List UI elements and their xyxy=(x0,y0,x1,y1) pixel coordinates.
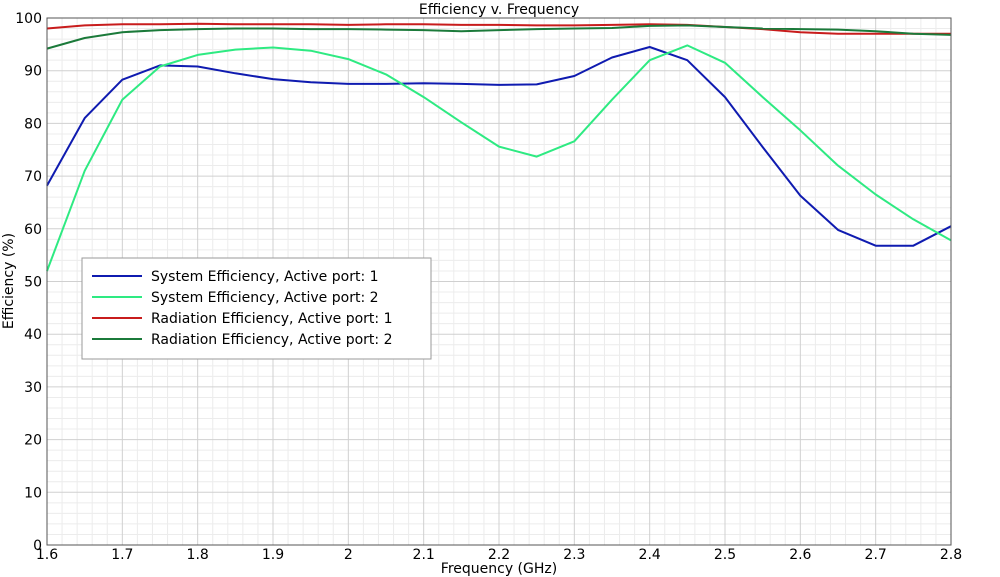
x-tick-label: 2.6 xyxy=(789,547,811,563)
series-layer xyxy=(46,22,952,272)
legend-label-2: System Efficiency, Active port: 2 xyxy=(151,290,379,306)
legend-label-3: Radiation Efficiency, Active port: 1 xyxy=(151,311,393,327)
y-tick-label: 60 xyxy=(24,222,42,238)
legend-label-4: Radiation Efficiency, Active port: 2 xyxy=(151,332,393,348)
plot-frame xyxy=(46,17,952,546)
x-axis-title: Frequency (GHz) xyxy=(441,561,557,577)
y-tick-label: 30 xyxy=(24,380,42,396)
x-tick-label: 2.3 xyxy=(563,547,585,563)
x-tick-label: 1.8 xyxy=(187,547,209,563)
legend-box xyxy=(81,257,432,360)
chart-title: Efficiency v. Frequency xyxy=(419,2,579,18)
x-tick-label: 2 xyxy=(344,547,353,563)
y-tick-label: 70 xyxy=(24,169,42,185)
x-tick-label: 2.5 xyxy=(714,547,736,563)
y-tick-label: 40 xyxy=(24,327,42,343)
y-tick-label: 50 xyxy=(24,275,42,291)
x-axis-ticks: 1.6 1.7 1.8 1.9 2 2.1 2.2 2.3 2.4 2.5 2.6 2.7 2.8 xyxy=(36,547,962,563)
x-tick-label: 1.6 xyxy=(36,547,58,563)
x-tick-label: 2.1 xyxy=(413,547,435,563)
x-tick-label: 2.8 xyxy=(940,547,962,563)
y-tick-label: 20 xyxy=(24,433,42,449)
y-tick-label: 100 xyxy=(15,11,42,27)
x-tick-label: 2.4 xyxy=(639,547,661,563)
x-tick-label: 2.2 xyxy=(488,547,510,563)
y-tick-label: 10 xyxy=(24,485,42,501)
y-tick-label: 90 xyxy=(24,64,42,80)
legend: System Efficiency, Active port: 1 System … xyxy=(81,257,432,360)
y-axis-ticks: 0 10 20 30 40 50 60 70 80 90 100 xyxy=(15,11,42,554)
y-tick-label: 80 xyxy=(24,116,42,132)
series-line-2 xyxy=(46,44,952,272)
x-tick-label: 1.7 xyxy=(111,547,133,563)
series-line-3 xyxy=(46,22,951,35)
legend-label-1: System Efficiency, Active port: 1 xyxy=(151,269,379,285)
x-tick-label: 1.9 xyxy=(262,547,284,563)
series-line-1 xyxy=(46,46,952,247)
x-tick-label: 2.7 xyxy=(865,547,887,563)
series-line-4 xyxy=(46,24,952,50)
y-tick-label: 0 xyxy=(33,538,42,554)
y-axis-title: Efficiency (%) xyxy=(1,233,17,329)
